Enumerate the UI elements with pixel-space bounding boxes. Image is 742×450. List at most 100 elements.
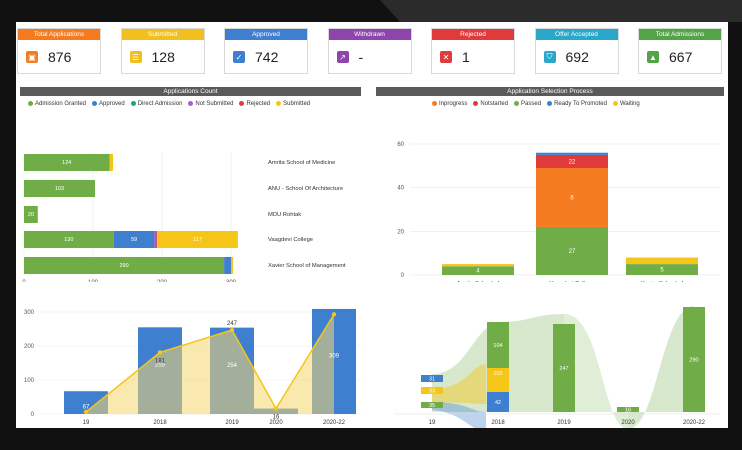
stat-card-value: - bbox=[358, 49, 364, 65]
column-segment bbox=[683, 307, 705, 412]
y-tick-label: 20 bbox=[397, 229, 404, 235]
legend-item-admission-granted[interactable]: Admission Granted bbox=[28, 101, 86, 107]
selection-process-chart: 02040604Amrita School ofMedicine27622Vaa… bbox=[397, 142, 720, 282]
yearly-applications-chart: 0 100 200 300 67 255 254 309 181 247 16 19 2018 2019 2… bbox=[24, 308, 361, 426]
y-tick-label: 40 bbox=[397, 186, 404, 192]
data-label: 5 bbox=[660, 268, 664, 274]
stat-card-body: ✕ 1 bbox=[432, 40, 514, 74]
legend-swatch bbox=[28, 101, 33, 106]
stat-card-total-applications[interactable]: Total Applications ▣ 876 bbox=[17, 28, 101, 74]
data-label: 247 bbox=[559, 366, 568, 372]
legend-item-waiting[interactable]: Waiting bbox=[612, 101, 640, 107]
x-tick-label: 19 bbox=[429, 420, 436, 426]
data-label: 59 bbox=[131, 237, 137, 243]
stat-card-submitted[interactable]: Submitted ☰ 128 bbox=[120, 28, 205, 74]
x-tick-label: 200 bbox=[157, 280, 168, 282]
data-label: 255 bbox=[155, 363, 166, 369]
x-tick-label: 2018 bbox=[491, 420, 505, 426]
area-fill bbox=[86, 314, 334, 414]
bar-segment bbox=[626, 257, 698, 265]
legend-label: Admission Granted bbox=[35, 101, 87, 108]
legend-swatch bbox=[514, 101, 520, 106]
legend-item-notstarted[interactable]: Notstarted bbox=[473, 101, 508, 107]
category-label: ANU - School Of Architecture bbox=[268, 186, 343, 192]
data-label: 16 bbox=[625, 408, 631, 414]
data-label: 103 bbox=[493, 371, 502, 377]
legend-swatch bbox=[276, 101, 282, 106]
legend-item-ready-to-promoted[interactable]: Ready To Promoted bbox=[547, 101, 607, 107]
stat-card-body: ⛉ 692 bbox=[536, 40, 618, 74]
stat-card-title: Offer Accepted bbox=[535, 29, 618, 40]
legend-swatch bbox=[239, 101, 245, 106]
y-tick-label: 300 bbox=[24, 310, 35, 316]
legend-item-approved[interactable]: Approved bbox=[92, 101, 125, 107]
stat-card-rejected[interactable]: Rejected ✕ 1 bbox=[431, 28, 515, 74]
summary-cards: Total Applications ▣ 876 Submitted ☰ 128 Appro… bbox=[16, 28, 728, 80]
legend-item-rejected[interactable]: Rejected bbox=[239, 101, 270, 107]
data-label: 33 bbox=[429, 389, 435, 395]
column-segment bbox=[487, 392, 509, 412]
bar-segment bbox=[24, 257, 225, 274]
stat-card-value: 876 bbox=[48, 49, 72, 65]
dashboard: Total Applications ▣ 876 Submitted ☰ 128 Appro… bbox=[16, 22, 728, 428]
y-tick-label: 100 bbox=[24, 378, 35, 384]
stat-card-body: ▲ 667 bbox=[639, 40, 721, 74]
bar-segment bbox=[109, 154, 114, 171]
bar-segment bbox=[113, 231, 155, 248]
bar-segment bbox=[24, 180, 96, 197]
legend-swatch bbox=[92, 101, 98, 106]
stat-card-total-admissions[interactable]: Total Admissions ▲ 667 bbox=[638, 28, 722, 74]
bar-segment bbox=[442, 264, 514, 267]
legend-item-inprogress[interactable]: Inprogress bbox=[432, 101, 467, 107]
y-tick-label: 0 bbox=[31, 412, 35, 418]
stat-card-title: Withdrawn bbox=[328, 29, 411, 40]
legend-item-not-submitted[interactable]: Not Submitted bbox=[188, 101, 233, 107]
data-label: 254 bbox=[227, 363, 238, 369]
bar-segment bbox=[536, 168, 608, 227]
bar-segment bbox=[442, 266, 514, 275]
stat-card-offer-accepted[interactable]: Offer Accepted ⛉ 692 bbox=[534, 28, 619, 74]
legend-swatch bbox=[188, 101, 194, 106]
shield-check-icon: ⛉ bbox=[543, 51, 556, 63]
legend-swatch bbox=[432, 101, 437, 106]
x-tick-label: 0 bbox=[22, 280, 26, 282]
stat-card-approved[interactable]: Approved ✓ 742 bbox=[224, 28, 308, 74]
selection-process-title: Application Selection Process bbox=[376, 87, 724, 96]
x-tick-label: 2020 bbox=[269, 420, 283, 426]
data-label: 130 bbox=[64, 237, 73, 243]
line-point bbox=[157, 350, 163, 355]
legend-item-submitted[interactable]: Submitted bbox=[276, 101, 310, 107]
selection-process-legend[interactable]: Inprogress Notstarted Passed Ready To Promo… bbox=[432, 101, 646, 107]
yearly-flow-chart: 35 33 31 42 103 104 247 16 290 19 2018 2019 2020 2020… bbox=[394, 306, 720, 428]
line-point bbox=[273, 406, 279, 411]
bar-segment bbox=[536, 154, 608, 169]
column-segment bbox=[553, 324, 575, 412]
data-label: 103 bbox=[55, 186, 64, 192]
legend-item-direct-admission[interactable]: Direct Admission bbox=[130, 101, 183, 108]
legend-label: Ready To Promoted bbox=[554, 101, 607, 108]
data-label: 124 bbox=[62, 160, 71, 166]
category-label: Xavier School of bbox=[641, 281, 684, 282]
flow-band bbox=[432, 364, 486, 404]
applications-count-title: Applications Count bbox=[20, 87, 361, 96]
column-segment bbox=[487, 322, 509, 368]
stat-card-value: 742 bbox=[255, 49, 279, 65]
applications-count-legend[interactable]: Admission Granted Approved Direct Admissio… bbox=[28, 101, 316, 107]
stat-card-withdrawn[interactable]: Withdrawn ↗ - bbox=[327, 28, 412, 74]
x-tick-label: 2019 bbox=[225, 420, 239, 426]
flow-band bbox=[432, 322, 498, 412]
stat-card-value: 692 bbox=[565, 49, 589, 65]
y-tick-label: 60 bbox=[397, 142, 404, 148]
legend-item-passed[interactable]: Passed bbox=[514, 101, 541, 107]
data-label: 16 bbox=[273, 415, 280, 421]
legend-label: Notstarted bbox=[480, 101, 509, 108]
data-label: 27 bbox=[569, 249, 576, 255]
legend-swatch bbox=[612, 101, 618, 106]
legend-label: Direct Admission bbox=[137, 101, 183, 108]
data-label: 31 bbox=[429, 377, 435, 383]
applications-count-chart: 0 100 200 300 124 Amrita School of Medicine 10… bbox=[22, 152, 346, 282]
data-label: 290 bbox=[689, 358, 698, 364]
rejected-document-icon: ✕ bbox=[440, 51, 452, 63]
flow-band bbox=[564, 314, 628, 428]
data-label: 20 bbox=[28, 212, 34, 218]
